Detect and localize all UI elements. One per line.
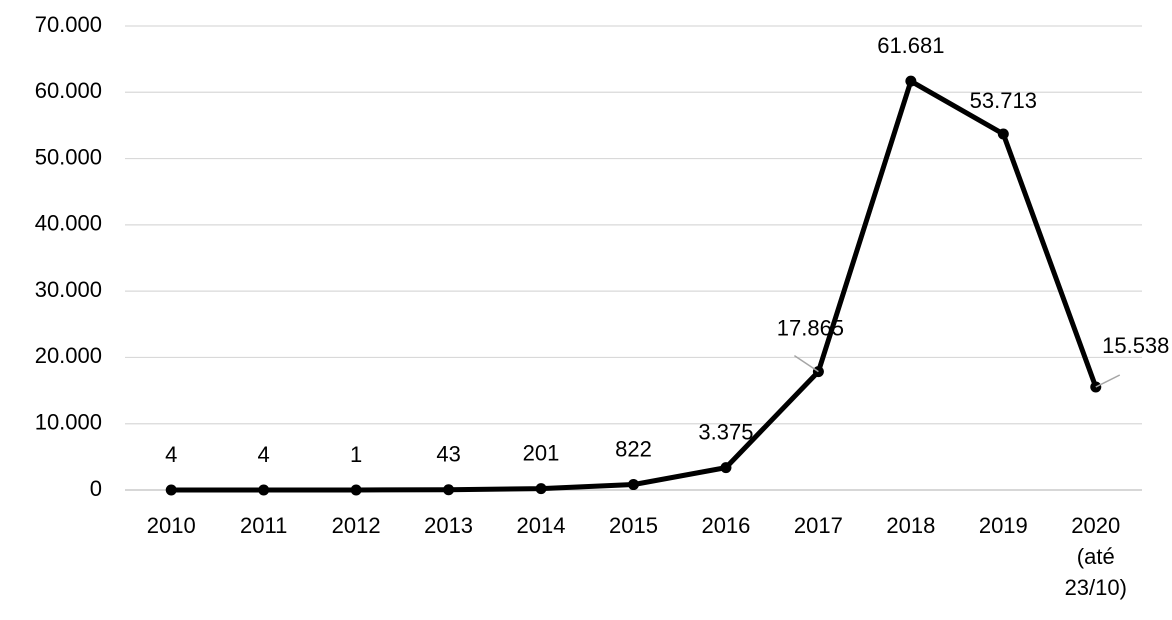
- data-label: 1: [350, 442, 362, 467]
- leader-line: [793, 354, 819, 373]
- x-tick-label: 2017: [793, 513, 843, 538]
- point: [258, 484, 270, 496]
- point: [535, 483, 547, 495]
- point: [720, 462, 732, 474]
- x-tick-label: 2010: [146, 513, 196, 538]
- x-tick-label: 2013: [424, 513, 474, 538]
- data-label: 3.375: [698, 419, 753, 444]
- leader-line: [1095, 374, 1121, 388]
- x-tick-label: 2011: [240, 513, 288, 538]
- data-label: 15.538: [1102, 333, 1169, 358]
- point: [997, 128, 1009, 140]
- line: [171, 78, 1099, 493]
- data-label: 4: [165, 442, 177, 467]
- data-label: 822: [615, 436, 652, 461]
- x-tick-label: 2016: [701, 513, 751, 538]
- data-label: 61.681: [877, 33, 944, 58]
- y-tick-label: 0: [90, 476, 102, 501]
- point: [165, 484, 177, 496]
- y-tick-label: 40.000: [35, 211, 102, 236]
- data-label: 4: [258, 442, 270, 467]
- y-tick-label: 70.000: [35, 12, 102, 37]
- y-tick-label: 30.000: [35, 277, 102, 302]
- point: [628, 479, 639, 491]
- data-label: 43: [436, 442, 460, 467]
- point: [905, 75, 917, 87]
- x-tick-label: 2012: [331, 513, 381, 538]
- point: [350, 484, 362, 496]
- x-tick-label: 2014: [516, 513, 566, 538]
- x-tick-label: 2018: [886, 513, 936, 538]
- x-tick-label: 2019: [978, 513, 1028, 538]
- x-tick-label: 2020 (até 23/10): [1064, 513, 1127, 600]
- y-tick-label: 60.000: [35, 78, 102, 103]
- y-tick-label: 20.000: [35, 343, 102, 368]
- data-label: 17.865: [777, 315, 844, 340]
- point: [443, 484, 455, 496]
- data-label: 53.713: [970, 88, 1037, 113]
- x-tick-label: 2015: [609, 513, 658, 538]
- y-tick-label: 50.000: [35, 144, 102, 169]
- data-label: 201: [523, 440, 560, 465]
- y-tick-label: 10.000: [35, 410, 102, 435]
